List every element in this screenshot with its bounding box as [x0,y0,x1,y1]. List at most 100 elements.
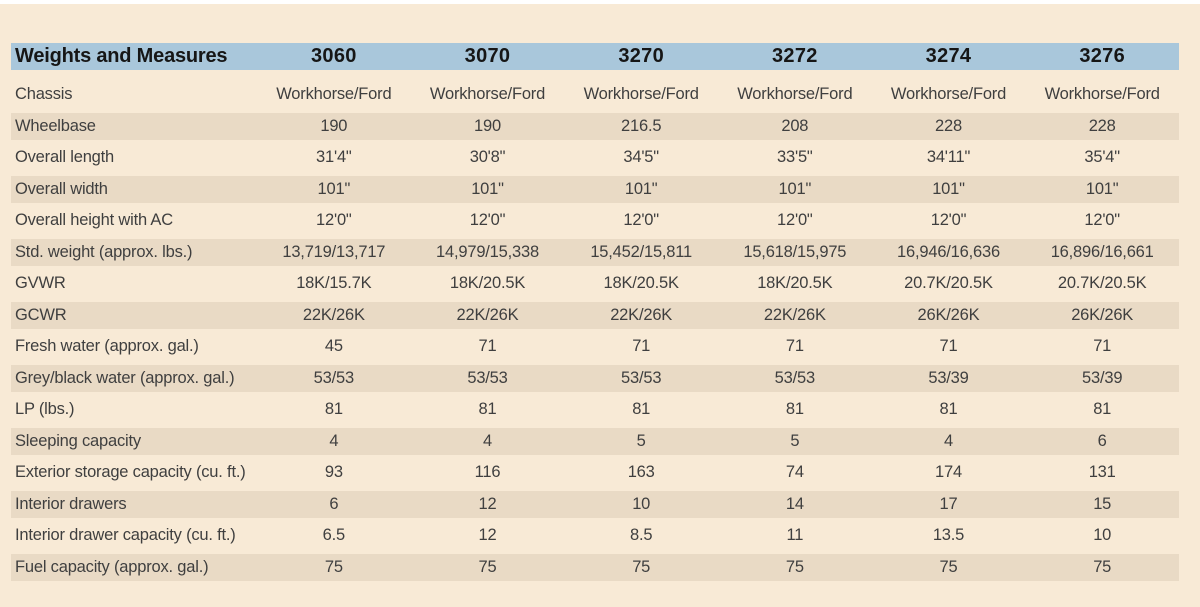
spec-value: 71 [785,337,804,356]
table-row: GVWR 18K/15.7K 18K/20.5K 18K/20.5K 18K/20.5K… [11,268,1179,300]
table-row: Exterior storage capacity (cu. ft.) 93 116… [11,457,1179,489]
spec-value: 18K/20.5K [449,274,526,293]
row-label: Interior drawers [15,494,127,513]
spec-value: 31'4" [316,148,352,167]
spec-value: 35'4" [1084,148,1120,167]
spec-value: 12'0" [623,211,659,230]
spec-value: 228 [1088,116,1116,135]
spec-value: 74 [785,463,804,482]
spec-value: 101" [317,179,351,198]
spec-value: 14,979/15,338 [436,242,539,261]
spec-value: 45 [324,337,343,356]
spec-value: 5 [790,431,800,450]
spec-value: 30'8" [469,148,506,167]
spec-value: Workhorse/Ford [890,85,1007,104]
spec-value: 71 [939,337,958,356]
spec-value: 228 [935,116,962,135]
table-row: Interior drawers 6 12 10 14 17 15 [11,488,1179,520]
row-label: Overall height with AC [15,211,173,230]
spec-value: 22K/26K [610,305,673,324]
spec-value: 10 [1093,526,1112,545]
table-header-row: Weights and Measures 3060 3070 3270 3272 327… [11,43,1179,70]
spec-value: Workhorse/Ford [583,85,699,104]
spec-value: 6 [1097,431,1107,450]
spec-value: 14 [785,494,804,513]
row-label: LP (lbs.) [15,400,75,419]
spec-value: 13,719/13,717 [282,242,386,261]
spec-value: 15,452/15,811 [590,242,693,261]
row-label: Exterior storage capacity (cu. ft.) [15,463,246,482]
spec-value: 81 [939,400,958,419]
spec-value: 26K/26K [917,305,980,324]
table-row: Overall width 101" 101" 101" 101" 101" 101" [11,173,1179,205]
model-column-header: 3270 [618,45,665,67]
spec-value: 20.7K/20.5K [1057,274,1147,293]
spec-value: 13.5 [932,526,965,545]
spec-value: 4 [483,431,492,450]
spec-value: 53/39 [1082,368,1123,387]
table-row: Overall height with AC 12'0" 12'0" 12'0" 12'… [11,205,1179,237]
spec-value: 12'0" [469,211,506,230]
table-row: GCWR 22K/26K 22K/26K 22K/26K 22K/26K 26K/26K 2… [11,299,1179,331]
spec-value: 75 [939,557,958,576]
table-row: Interior drawer capacity (cu. ft.) 6.5 12 8… [11,520,1179,552]
spec-value: 11 [786,526,804,545]
spec-value: 53/53 [313,368,354,387]
table-row: Chassis Workhorse/Ford Workhorse/Ford Workh… [11,79,1179,111]
table-row: Grey/black water (approx. gal.) 53/53 53/5… [11,362,1179,394]
spec-value: 101" [624,179,658,198]
spec-value: 93 [324,463,343,482]
model-column-header: 3272 [771,45,818,67]
spec-value: Workhorse/Ford [276,85,392,104]
spec-value: 12'0" [777,211,813,230]
table-row: Wheelbase 190 190 216.5 208 228 228 [11,110,1179,142]
model-column-header: 3274 [925,45,972,67]
spec-value: 71 [1093,337,1112,356]
spec-value: Workhorse/Ford [737,85,853,104]
table-row: Fuel capacity (approx. gal.) 75 75 75 75 75 75 [11,551,1179,583]
spec-value: 15,618/15,975 [743,242,847,261]
row-label: Fuel capacity (approx. gal.) [15,557,209,576]
spec-value: 75 [785,557,804,576]
spec-value: 5 [636,431,646,450]
spec-value: 75 [324,557,343,576]
spec-value: 16,896/16,661 [1050,242,1154,261]
model-column-header: 3070 [464,45,511,67]
spec-value: 18K/15.7K [296,274,372,293]
row-label: Interior drawer capacity (cu. ft.) [15,526,236,545]
spec-value: 12 [478,494,497,513]
spec-value: 75 [478,557,497,576]
spec-value: 190 [320,116,348,135]
row-label: GCWR [15,305,67,324]
spec-value: Workhorse/Ford [429,85,546,104]
spec-value: 131 [1088,463,1116,482]
spec-value: 8.5 [629,526,653,545]
row-label: Fresh water (approx. gal.) [15,337,199,356]
spec-value: 163 [627,463,655,482]
spec-value: 208 [781,116,809,135]
weights-and-measures-table: Weights and Measures 3060 3070 3270 3272 327… [11,43,1179,583]
spec-value: 4 [329,431,339,450]
spec-value: 71 [632,337,651,356]
spec-value: 174 [935,463,962,482]
row-label: Sleeping capacity [15,431,141,450]
table-body: Chassis Workhorse/Ford Workhorse/Ford Workh… [11,79,1179,583]
spec-value: 22K/26K [763,305,826,324]
table-row: LP (lbs.) 81 81 81 81 81 81 [11,394,1179,426]
spec-value: 6 [329,494,339,513]
spec-value: 16,946/16,636 [897,242,1000,261]
spec-value: 71 [478,337,497,356]
spec-value: 53/53 [621,368,662,387]
spec-value: 20.7K/20.5K [904,274,993,293]
spec-value: 22K/26K [302,305,365,324]
spec-value: 12'0" [930,211,967,230]
spec-value: 190 [474,116,501,135]
model-column-header: 3276 [1079,45,1126,67]
spec-value: 12 [478,526,497,545]
page-top-margin [0,0,1200,4]
spec-value: 81 [478,400,497,419]
row-label: Wheelbase [15,116,96,135]
spec-value: 81 [632,400,651,419]
spec-value: 34'11" [926,148,971,167]
spec-value: 34'5" [623,148,659,167]
